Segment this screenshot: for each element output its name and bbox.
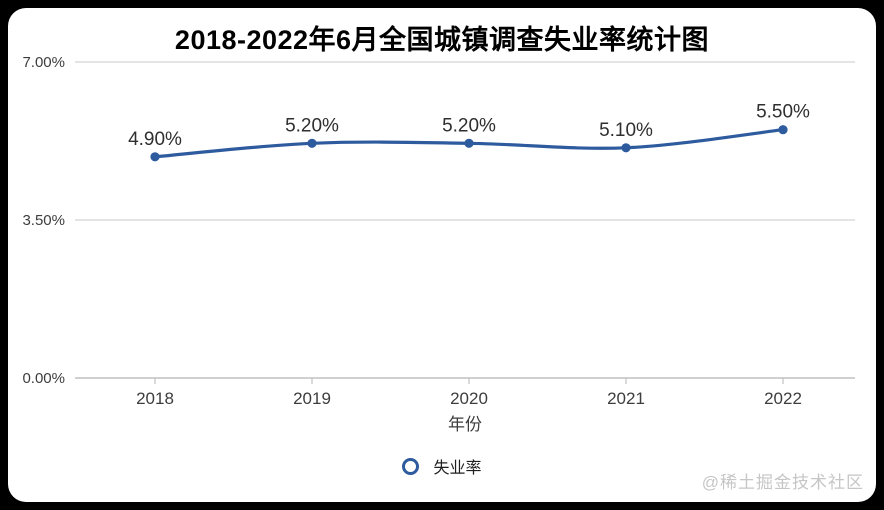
data-point-label: 5.20% bbox=[285, 115, 339, 136]
data-point bbox=[621, 143, 631, 153]
chart-card: 2018-2022年6月全国城镇调查失业率统计图 0.00% 3.50% 7.00%… bbox=[8, 8, 876, 502]
legend-series-label: 失业率 bbox=[433, 460, 482, 477]
data-point-label: 5.10% bbox=[599, 120, 653, 141]
data-point-label: 5.20% bbox=[442, 115, 496, 136]
legend: 失业率 bbox=[8, 454, 876, 478]
y-tick-label: 0.00% bbox=[22, 370, 65, 387]
data-point-label: 5.50% bbox=[756, 102, 810, 123]
data-point bbox=[778, 125, 788, 135]
x-tick-label: 2020 bbox=[450, 389, 488, 408]
x-tick-label: 2019 bbox=[293, 389, 331, 408]
x-tick-label: 2021 bbox=[607, 389, 645, 408]
data-point-label: 4.90% bbox=[128, 129, 182, 150]
y-tick-label: 3.50% bbox=[22, 212, 65, 229]
data-point bbox=[464, 138, 474, 148]
x-tick-label: 2018 bbox=[136, 389, 174, 408]
data-point bbox=[150, 152, 160, 162]
x-axis-title: 年份 bbox=[448, 415, 482, 434]
x-tick-label: 2022 bbox=[764, 389, 802, 408]
watermark: @稀土掘金技术社区 bbox=[701, 473, 864, 492]
data-point bbox=[307, 138, 317, 148]
unemployment-line-chart: 0.00% 3.50% 7.00% 2018 2019 2020 2021 2022 4.90%… bbox=[22, 54, 855, 408]
y-tick-label: 7.00% bbox=[22, 54, 65, 71]
chart-title: 2018-2022年6月全国城镇调查失业率统计图 bbox=[174, 25, 710, 55]
legend-circle-icon bbox=[402, 457, 420, 475]
